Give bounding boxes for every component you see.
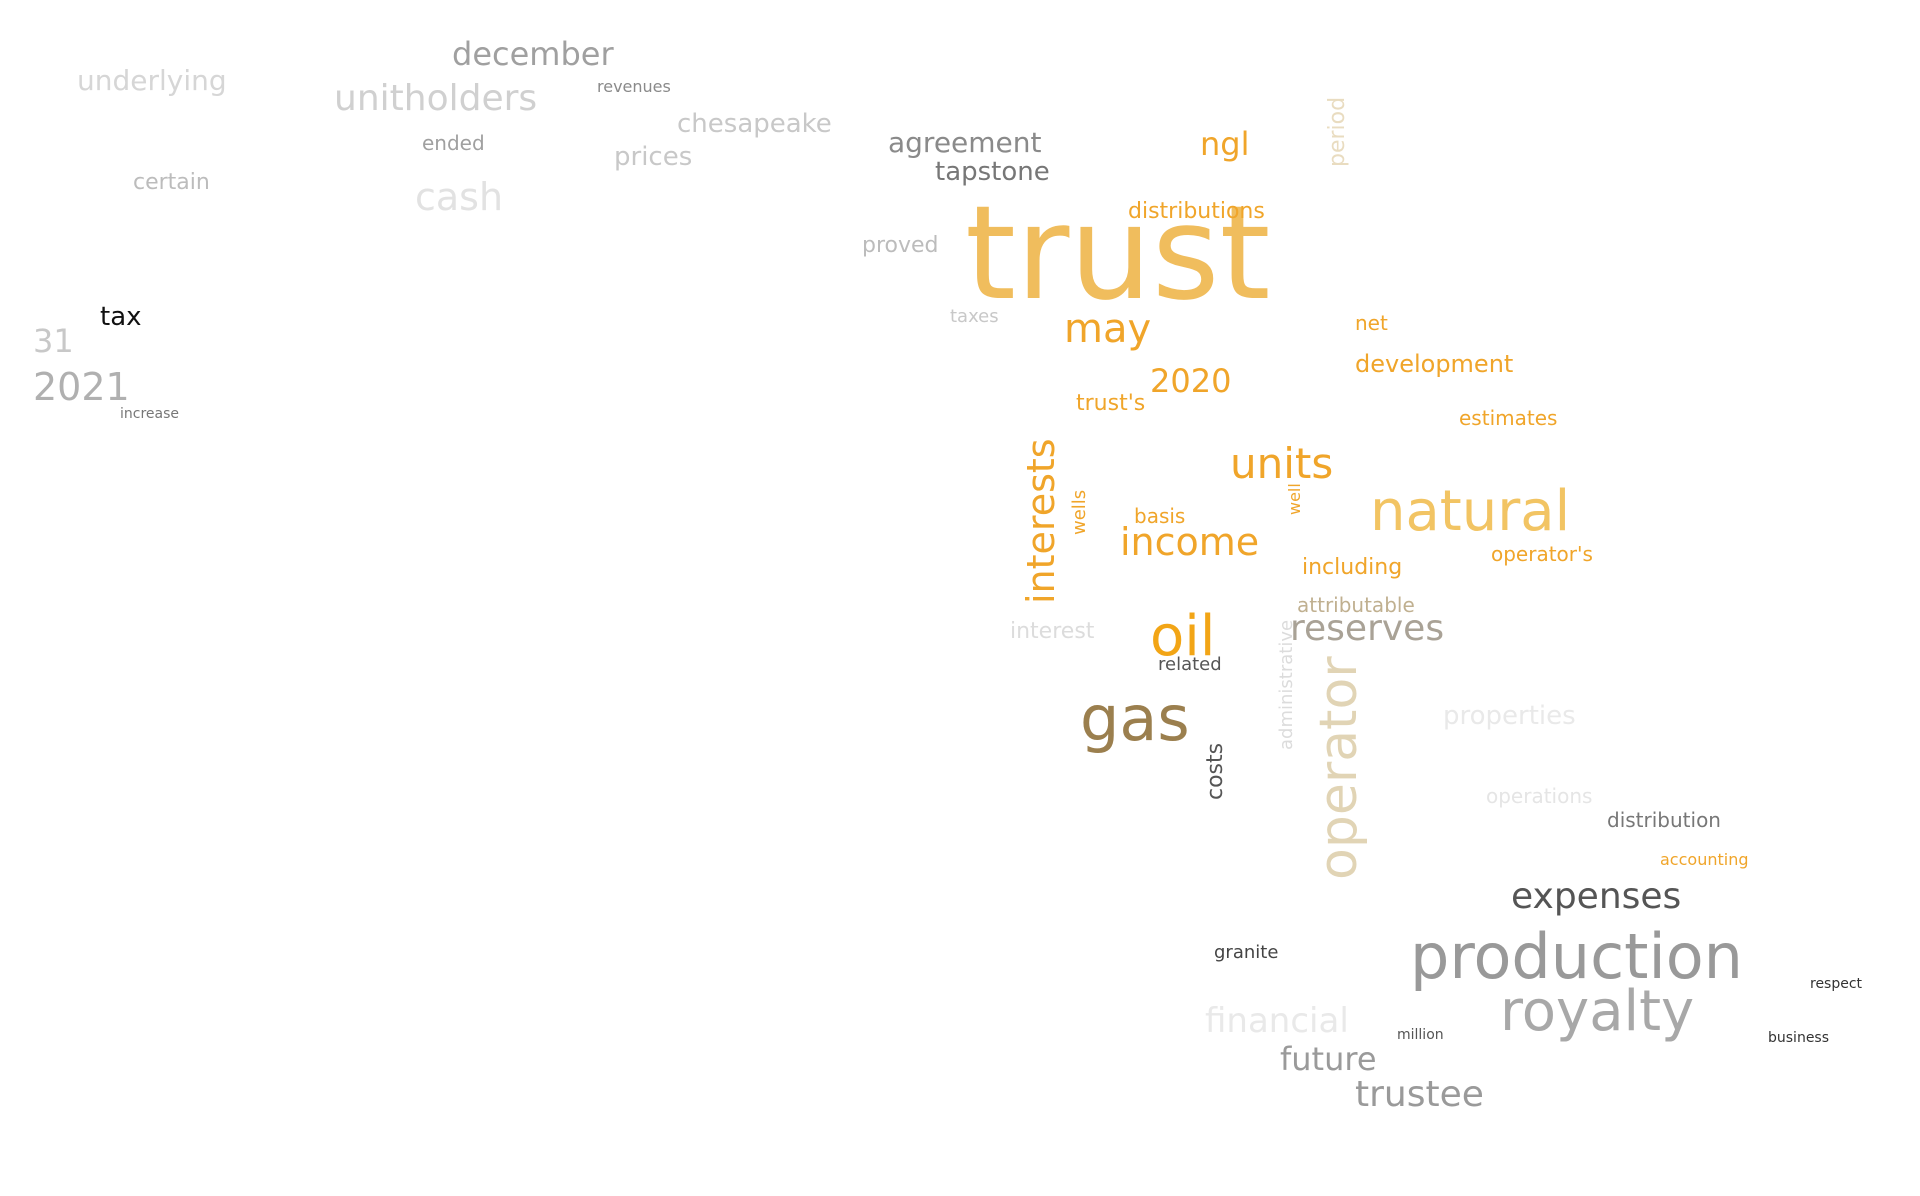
word-underlying: underlying bbox=[77, 64, 227, 97]
word-business: business bbox=[1768, 1030, 1829, 1046]
word-administrative: administrative bbox=[1276, 620, 1297, 750]
word-chesapeake: chesapeake bbox=[677, 109, 832, 139]
word-trust: trust bbox=[965, 177, 1271, 329]
word-tax: tax bbox=[100, 302, 142, 332]
word-operations: operations bbox=[1486, 784, 1592, 808]
word-wells: wells bbox=[1069, 490, 1090, 535]
word-distributions: distributions bbox=[1128, 199, 1265, 224]
word-basis: basis bbox=[1134, 504, 1185, 528]
word-development: development bbox=[1355, 350, 1513, 378]
word-trust-s: trust's bbox=[1076, 391, 1145, 416]
word-certain: certain bbox=[133, 170, 210, 195]
word-distribution: distribution bbox=[1607, 808, 1721, 832]
word-gas: gas bbox=[1080, 682, 1190, 755]
word-tapstone: tapstone bbox=[935, 157, 1050, 187]
word-production: production bbox=[1410, 920, 1743, 993]
word-costs: costs bbox=[1203, 743, 1228, 800]
word-natural: natural bbox=[1370, 479, 1570, 544]
word-royalty: royalty bbox=[1500, 979, 1694, 1044]
word-units: units bbox=[1230, 439, 1333, 488]
word-period: period bbox=[1325, 97, 1350, 167]
word-trustee: trustee bbox=[1355, 1074, 1484, 1115]
word-ngl: ngl bbox=[1200, 125, 1249, 163]
word-operator-s: operator's bbox=[1491, 542, 1593, 566]
word-income: income bbox=[1120, 520, 1259, 564]
word-net: net bbox=[1355, 311, 1388, 335]
word-proved: proved bbox=[862, 233, 939, 258]
word-oil: oil bbox=[1150, 604, 1215, 669]
word-increase: increase bbox=[120, 406, 179, 422]
word-well: well bbox=[1285, 483, 1304, 515]
word-operator: operator bbox=[1309, 656, 1369, 880]
word-2020: 2020 bbox=[1150, 362, 1231, 400]
word-related: related bbox=[1158, 654, 1222, 675]
word-december: december bbox=[452, 35, 614, 73]
word-including: including bbox=[1302, 555, 1402, 580]
word-future: future bbox=[1280, 1040, 1377, 1078]
word-expenses: expenses bbox=[1511, 876, 1681, 917]
word-taxes: taxes bbox=[950, 306, 999, 327]
word-interests: interests bbox=[1019, 438, 1063, 604]
word-interest: interest bbox=[1010, 619, 1095, 644]
word-31: 31 bbox=[33, 322, 74, 360]
word-agreement: agreement bbox=[888, 126, 1042, 159]
word-revenues: revenues bbox=[597, 77, 671, 96]
word-granite: granite bbox=[1214, 942, 1278, 963]
word-million: million bbox=[1397, 1027, 1444, 1043]
word-2021: 2021 bbox=[33, 365, 130, 409]
word-estimates: estimates bbox=[1459, 406, 1557, 430]
word-properties: properties bbox=[1443, 701, 1576, 731]
word-respect: respect bbox=[1810, 976, 1863, 992]
word-unitholders: unitholders bbox=[334, 78, 537, 119]
word-attributable: attributable bbox=[1297, 593, 1415, 617]
word-financial: financial bbox=[1205, 1001, 1349, 1041]
word-cash: cash bbox=[415, 175, 503, 219]
word-prices: prices bbox=[614, 142, 692, 172]
word-ended: ended bbox=[422, 131, 485, 155]
word-may: may bbox=[1064, 306, 1151, 352]
word-reserves: reserves bbox=[1290, 608, 1444, 649]
word-accounting: accounting bbox=[1660, 850, 1748, 869]
